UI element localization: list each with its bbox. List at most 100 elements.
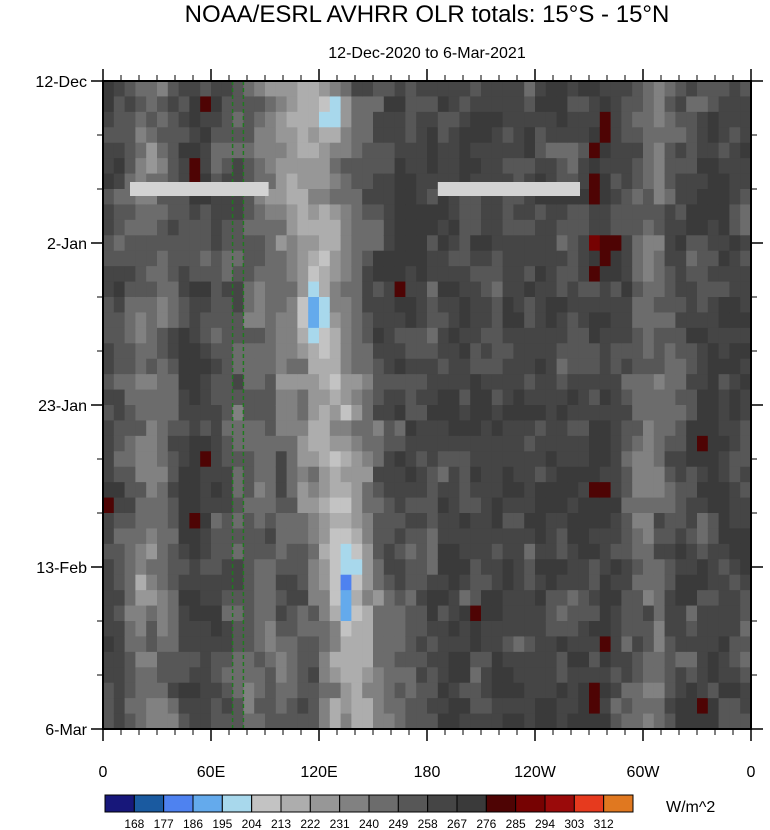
olr-cell (513, 513, 525, 530)
olr-cell (697, 96, 709, 113)
olr-cell (362, 189, 374, 206)
colorbar-swatch (251, 794, 282, 813)
olr-cell (340, 435, 352, 452)
olr-cell (221, 389, 234, 406)
olr-cell (578, 497, 590, 514)
olr-cell (394, 250, 406, 267)
olr-cell (686, 266, 698, 283)
olr-cell (437, 389, 450, 406)
olr-cell (189, 528, 201, 545)
olr-cell (362, 312, 374, 329)
olr-cell (599, 281, 612, 298)
olr-cell (470, 482, 482, 499)
olr-cell (545, 466, 558, 483)
y-tick-label: 12-Dec (35, 74, 87, 91)
olr-cell (232, 327, 244, 344)
olr-cell (211, 343, 223, 360)
olr-cell (556, 698, 568, 715)
olr-cell (427, 713, 439, 729)
olr-cell (146, 435, 158, 452)
olr-cell (697, 636, 709, 653)
olr-cell (535, 420, 547, 437)
olr-cell (686, 590, 698, 607)
colorbar: 168 177 186 195 204 213 222 231 240 249 258 267 276 2… (104, 794, 634, 830)
olr-cell (167, 513, 180, 530)
olr-cell (167, 281, 180, 298)
olr-cell (643, 497, 655, 514)
olr-cell (567, 235, 579, 252)
units-label: W/m^2 (666, 799, 715, 816)
olr-cell (686, 698, 698, 715)
olr-cell (589, 374, 601, 391)
olr-cell (740, 96, 751, 113)
olr-cell (589, 405, 601, 422)
olr-cell (103, 667, 115, 684)
olr-cell (599, 497, 612, 514)
olr-cell (221, 590, 234, 607)
olr-cell (319, 590, 331, 607)
olr-cell (394, 358, 406, 375)
olr-cell (697, 204, 709, 221)
olr-cell (729, 605, 741, 622)
olr-cell (394, 343, 406, 360)
olr-cell (610, 636, 622, 653)
olr-cell (243, 543, 255, 560)
olr-cell (394, 590, 406, 607)
olr-cell (232, 219, 244, 236)
olr-cell (481, 81, 493, 98)
olr-cell (567, 543, 579, 560)
olr-cell (211, 605, 223, 622)
olr-cell (643, 173, 655, 190)
olr-cell (189, 297, 201, 314)
olr-cell (524, 574, 536, 591)
olr-cell (232, 235, 244, 252)
olr-cell (427, 405, 439, 422)
olr-cell (405, 235, 417, 252)
olr-cell (535, 651, 547, 668)
olr-cell (459, 219, 471, 236)
olr-cell (535, 250, 547, 267)
olr-cell (394, 559, 406, 576)
olr-cell (243, 158, 255, 175)
olr-cell (167, 651, 180, 668)
olr-cell (319, 343, 331, 360)
olr-cell (653, 513, 666, 530)
olr-cell (113, 466, 126, 483)
olr-cell (481, 235, 493, 252)
olr-cell (319, 389, 331, 406)
olr-cell (373, 312, 385, 329)
olr-cell (567, 435, 579, 452)
olr-cell (610, 574, 622, 591)
olr-cell (265, 281, 277, 298)
olr-cell (459, 127, 471, 144)
olr-cell (470, 219, 482, 236)
olr-cell (729, 651, 741, 668)
olr-cell (578, 281, 590, 298)
olr-cell (718, 111, 730, 128)
olr-cell (513, 142, 525, 159)
olr-cell (113, 682, 126, 699)
olr-cell (513, 81, 525, 98)
olr-cell (535, 374, 547, 391)
olr-cell (643, 81, 655, 98)
olr-cell (491, 713, 504, 729)
olr-cell (481, 297, 493, 314)
olr-cell (686, 405, 698, 422)
olr-cell (632, 482, 644, 499)
olr-cell (178, 158, 190, 175)
olr-cell (653, 158, 666, 175)
olr-cell (621, 405, 633, 422)
olr-cell (416, 420, 428, 437)
olr-cell (405, 204, 417, 221)
olr-cell (383, 235, 396, 252)
olr-cell (502, 667, 514, 684)
olr-cell (383, 142, 396, 159)
olr-cell (675, 574, 687, 591)
olr-cell (632, 682, 644, 699)
olr-cell (124, 543, 136, 560)
olr-cell (535, 389, 547, 406)
colorbar-swatch (163, 794, 194, 813)
olr-cell (675, 374, 687, 391)
olr-cell (653, 451, 666, 468)
olr-cell (135, 698, 147, 715)
